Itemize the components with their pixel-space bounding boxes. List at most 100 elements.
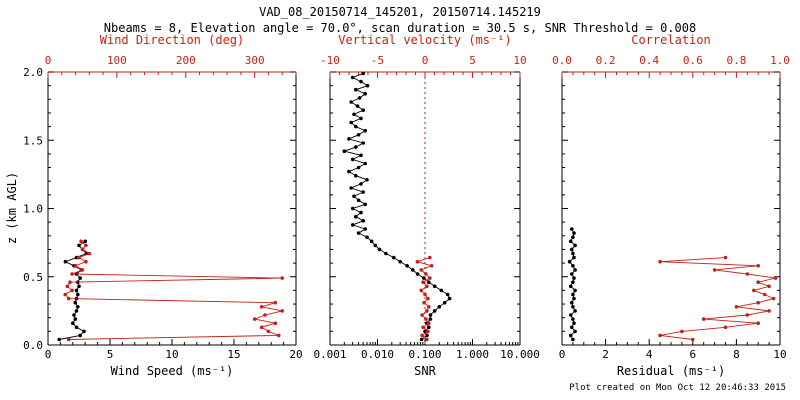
data-point-snr-profile xyxy=(415,272,420,276)
data-point-wind-direction xyxy=(263,313,267,317)
data-point-wind-speed xyxy=(74,309,79,313)
data-point-vertical-velocity xyxy=(423,292,427,297)
data-point-vertical-velocity xyxy=(425,284,429,289)
plot-subtitle: Nbeams = 8, Elevation angle = 70.0°, sca… xyxy=(103,21,697,35)
x-tick-label: 2 xyxy=(602,348,609,361)
top-tick-label: 100 xyxy=(107,54,127,67)
data-point-wind-direction xyxy=(259,325,264,330)
data-point-snr-profile xyxy=(354,87,358,92)
data-point-snr-profile xyxy=(359,79,363,84)
x-tick-label: 1.000 xyxy=(456,348,489,361)
x-tick-label: 15 xyxy=(227,348,240,361)
data-point-vertical-velocity xyxy=(425,337,429,342)
data-point-snr-profile xyxy=(349,120,354,125)
data-point-correlation xyxy=(723,255,728,260)
data-point-correlation xyxy=(756,321,760,326)
data-point-correlation xyxy=(723,325,728,330)
data-point-wind-speed xyxy=(82,329,86,334)
data-point-snr-profile xyxy=(347,137,351,141)
data-point-residual xyxy=(570,272,574,276)
data-point-residual xyxy=(571,292,575,297)
top-tick-label: 10 xyxy=(513,54,526,67)
data-point-snr-profile xyxy=(354,145,358,149)
data-point-residual xyxy=(568,333,573,338)
data-point-snr-profile xyxy=(352,112,356,117)
data-point-residual xyxy=(570,247,574,252)
data-point-snr-profile xyxy=(428,317,433,321)
data-point-snr-profile xyxy=(377,247,382,252)
data-point-snr-profile xyxy=(363,227,368,231)
data-point-vertical-velocity xyxy=(419,288,424,293)
data-point-snr-profile xyxy=(392,255,396,260)
data-point-vertical-velocity xyxy=(421,325,425,330)
data-point-snr-profile xyxy=(350,223,355,227)
data-point-residual xyxy=(570,227,574,231)
data-point-snr-profile xyxy=(354,124,358,129)
data-point-residual xyxy=(571,251,575,256)
top-tick-label: 5 xyxy=(469,54,476,67)
series-line-correlation xyxy=(660,257,776,340)
data-point-snr-profile xyxy=(356,198,361,203)
data-point-vertical-velocity xyxy=(426,329,430,334)
data-point-snr-profile xyxy=(447,296,452,301)
data-point-correlation xyxy=(734,305,739,309)
x-tick-label: 0.001 xyxy=(313,348,346,361)
x-tick-label: 0.100 xyxy=(408,348,441,361)
data-point-wind-speed xyxy=(73,317,78,321)
x-tick-label: 8 xyxy=(733,348,740,361)
x-tick-label: 5 xyxy=(107,348,114,361)
data-point-correlation xyxy=(756,280,760,285)
data-point-snr-profile xyxy=(354,214,358,219)
data-point-residual xyxy=(572,255,576,260)
data-point-correlation xyxy=(658,333,662,338)
x-tick-label: 0 xyxy=(45,348,52,361)
data-point-snr-profile xyxy=(354,173,358,178)
data-point-residual xyxy=(571,235,575,239)
x-tick-label: 20 xyxy=(289,348,302,361)
data-point-snr-profile xyxy=(349,186,354,190)
data-point-snr-profile xyxy=(365,83,370,88)
top-tick-label: 200 xyxy=(176,54,196,67)
data-point-snr-profile xyxy=(419,337,424,342)
correlation-axis-title: Correlation xyxy=(631,33,711,47)
wind-direction-axis-title: Wind Direction (deg) xyxy=(99,33,245,47)
data-point-snr-profile xyxy=(361,141,366,145)
data-point-vertical-velocity xyxy=(427,321,431,326)
x-tick-label: 10 xyxy=(773,348,786,361)
data-point-residual xyxy=(571,280,575,285)
data-point-wind-direction xyxy=(80,247,85,252)
data-point-wind-direction xyxy=(70,272,74,276)
data-point-wind-direction xyxy=(84,243,88,248)
data-point-snr-profile xyxy=(422,276,426,280)
data-point-wind-direction xyxy=(66,296,71,301)
data-point-wind-speed xyxy=(74,288,79,293)
data-point-snr-profile xyxy=(357,96,362,100)
data-point-snr-profile xyxy=(361,190,366,194)
data-point-snr-profile xyxy=(350,206,355,211)
data-point-snr-profile xyxy=(410,268,415,272)
data-point-snr-profile xyxy=(359,116,363,121)
data-point-snr-profile xyxy=(352,194,356,198)
x-tick-label: 4 xyxy=(646,348,653,361)
data-point-residual xyxy=(571,337,575,342)
data-point-wind-speed xyxy=(76,292,80,297)
data-point-snr-profile xyxy=(356,231,361,235)
data-point-wind-speed xyxy=(74,255,79,260)
data-point-vertical-velocity xyxy=(420,313,424,317)
data-point-snr-profile xyxy=(361,71,366,76)
data-point-wind-direction xyxy=(273,321,278,326)
x-tick-label: 10.000 xyxy=(500,348,540,361)
data-point-wind-speed xyxy=(72,313,76,317)
top-tick-label: 0 xyxy=(422,54,429,67)
data-point-snr-profile xyxy=(442,300,447,305)
data-point-correlation xyxy=(680,329,684,334)
data-point-vertical-velocity xyxy=(428,255,432,260)
data-point-vertical-velocity xyxy=(425,309,429,313)
x-tick-label: 0 xyxy=(559,348,566,361)
data-point-correlation xyxy=(773,276,778,280)
data-point-snr-profile xyxy=(432,284,437,289)
data-point-residual xyxy=(573,268,577,272)
data-point-snr-profile xyxy=(359,210,363,215)
top-tick-label: 0.4 xyxy=(639,54,659,67)
